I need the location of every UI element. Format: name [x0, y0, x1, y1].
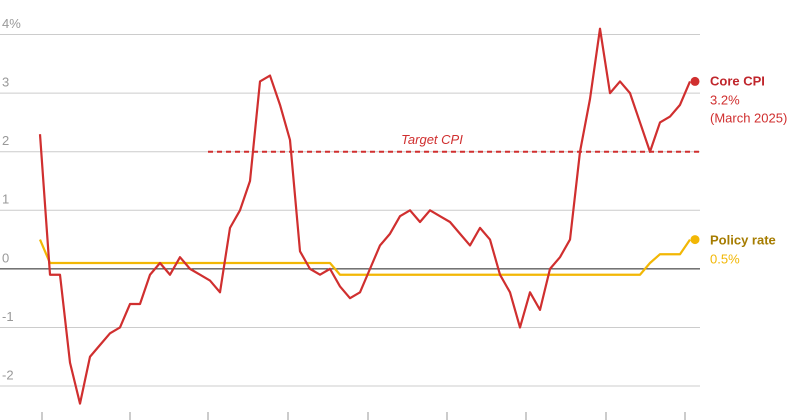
end-value-label: 3.2%: [710, 92, 740, 107]
end-value-label: 0.5%: [710, 251, 740, 266]
y-tick-label: 1: [2, 192, 9, 207]
end-dot: [690, 235, 700, 245]
y-tick-label: 0: [2, 250, 9, 265]
series-line: [38, 238, 691, 276]
target-label: Target CPI: [401, 132, 463, 147]
legend-name: Core CPI: [710, 73, 765, 88]
y-tick-label: 2: [2, 133, 9, 148]
y-tick-label: -1: [2, 309, 14, 324]
end-note: (March 2025): [710, 110, 787, 125]
x-axis-ticks: [41, 412, 686, 420]
legend-name: Policy rate: [710, 232, 776, 247]
end-dot: [690, 76, 700, 86]
y-tick-label: 4%: [2, 16, 21, 31]
y-tick-label: -2: [2, 367, 14, 382]
y-tick-label: 3: [2, 75, 9, 90]
series-line: [38, 27, 692, 405]
